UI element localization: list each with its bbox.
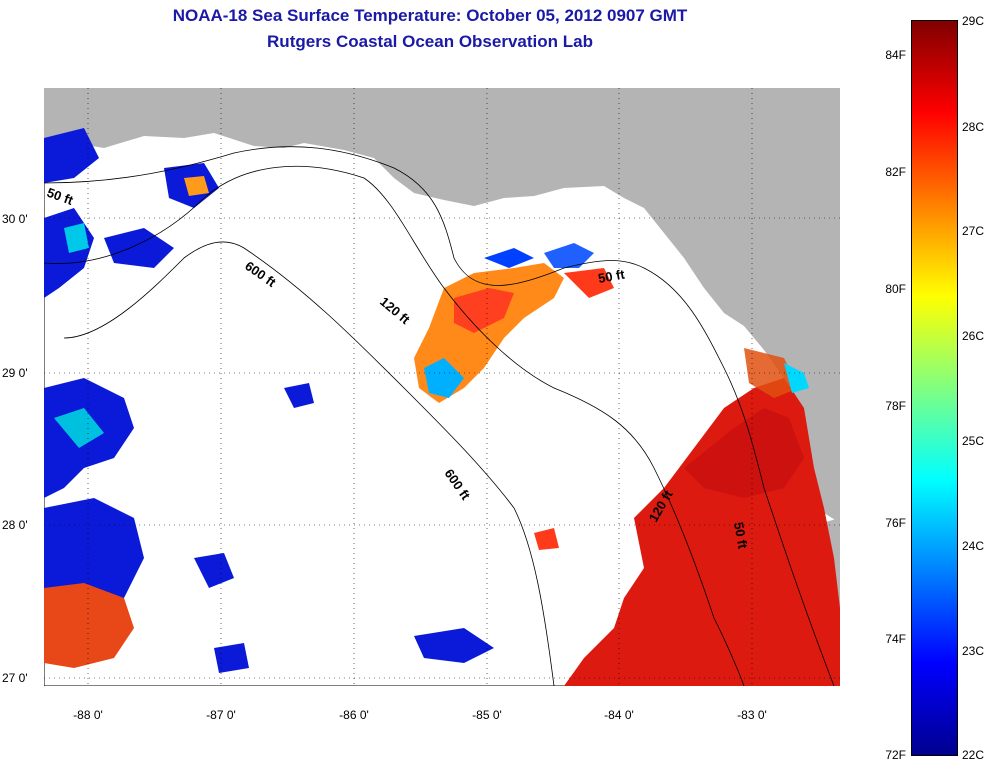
sst-southwest-patch [44,583,134,668]
isobath-600ft [63,241,555,686]
lat-label: 27 0' [2,671,28,685]
fahrenheit-label: 76F [885,516,906,530]
temperature-colorbar [911,20,958,756]
fahrenheit-label: 84F [885,48,906,62]
map-subtitle: Rutgers Coastal Ocean Observation Lab [267,32,593,51]
land-north [44,88,840,523]
celsius-label: 23C [962,644,985,658]
map-title: NOAA-18 Sea Surface Temperature: October… [172,6,688,25]
celsius-label: 27C [962,224,985,238]
isobath-120ft [44,165,745,686]
lon-label: -86 0' [339,708,369,722]
lat-label: 29 0' [2,366,28,380]
lon-label: -84 0' [604,708,634,722]
isobath-label: 50 ft [731,521,751,551]
lat-label: 28 0' [2,518,28,532]
fahrenheit-label: 82F [885,165,906,179]
isobath-label: 50 ft [597,266,627,286]
fahrenheit-label: 80F [885,282,906,296]
celsius-label: 26C [962,329,985,343]
celsius-label: 22C [962,748,985,762]
lon-label: -83 0' [737,708,767,722]
lon-label: -87 0' [206,708,236,722]
celsius-label: 28C [962,120,985,134]
fahrenheit-label: 72F [885,748,906,762]
isobath-50ft [44,146,835,686]
fahrenheit-label: 74F [885,632,906,646]
sst-map: 50 ft 600 ft 120 ft 50 ft 600 ft 120 ft … [44,88,840,686]
celsius-label: 29C [962,14,985,28]
fahrenheit-label: 78F [885,399,906,413]
lon-label: -85 0' [472,708,502,722]
lon-label: -88 0' [73,708,103,722]
lat-label: 30 0' [2,212,28,226]
celsius-label: 24C [962,539,985,553]
celsius-label: 25C [962,434,985,448]
